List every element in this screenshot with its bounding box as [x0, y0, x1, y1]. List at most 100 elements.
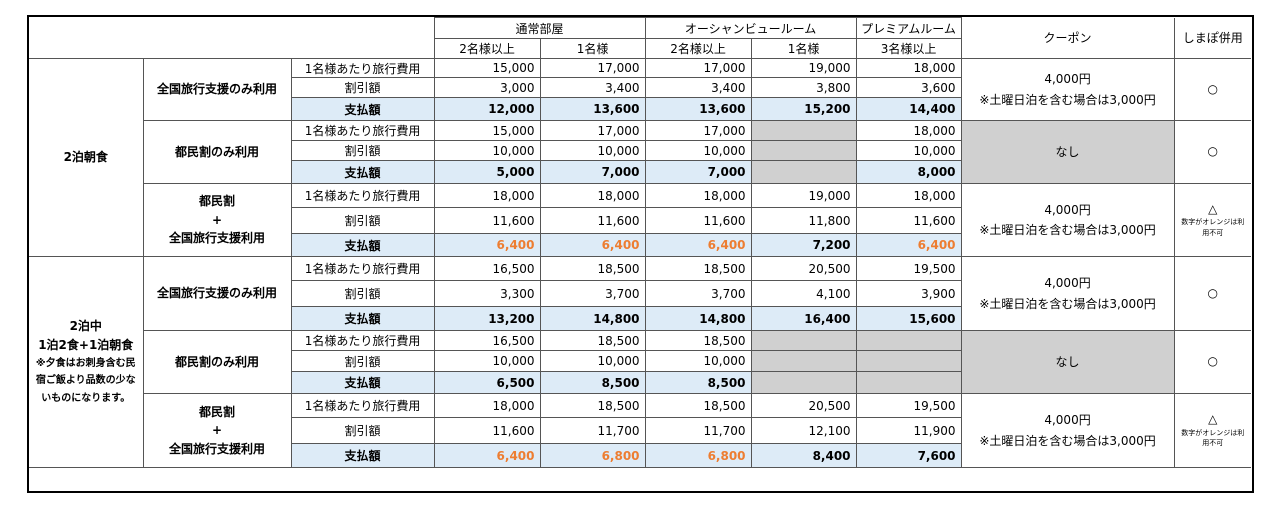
plan-name-line: 全国旅行支援のみ利用 [156, 82, 277, 97]
discount-value: 3,400 [539, 77, 646, 98]
pay-value: 7,000 [644, 160, 752, 184]
discount-row-label: 割引額 [290, 350, 435, 372]
cost-value: 18,000 [855, 120, 962, 141]
discount-value [855, 350, 962, 372]
cost-value: 17,000 [644, 58, 752, 78]
cost-value: 19,000 [750, 58, 857, 78]
pay-row-label: 支払額 [290, 160, 435, 184]
plan-name: 都民割のみ利用 [142, 120, 292, 184]
cost-value: 17,000 [644, 120, 752, 141]
coupon-cell: 4,000円 ※土曜日泊を含む場合は3,000円 [960, 183, 1175, 257]
shimapo-cell: △ 数字がオレンジは利用不可 [1173, 393, 1252, 468]
plan-name: 都民割 + 全国旅行支援利用 [142, 183, 292, 257]
pay-value: 13,600 [644, 97, 752, 121]
cost-row-label: 1名様あたり旅行費用 [290, 120, 435, 141]
pay-value: 6,800 [644, 443, 752, 468]
plan-name: 都民割 + 全国旅行支援利用 [142, 393, 292, 468]
stay-note: ※夕食はお刺身含む民宿ご飯より品数の少ないものになります。 [35, 357, 136, 404]
shimapo-note: 数字がオレンジは利用不可 [1181, 218, 1245, 237]
discount-value: 4,100 [750, 280, 857, 307]
pay-row-label: 支払額 [290, 97, 435, 121]
discount-value: 3,300 [433, 280, 541, 307]
cost-value: 18,000 [433, 183, 541, 208]
corner-blank [29, 17, 435, 59]
cost-row-label: 1名様あたり旅行費用 [290, 256, 435, 281]
plan-name: 全国旅行支援のみ利用 [142, 256, 292, 331]
cost-value [855, 330, 962, 351]
discount-value: 10,000 [433, 350, 541, 372]
coupon-line: 4,000円 [1044, 413, 1091, 428]
discount-value [750, 350, 857, 372]
stay-title: 2泊朝食 [29, 58, 144, 257]
pay-value: 7,000 [539, 160, 646, 184]
cost-value: 18,500 [539, 330, 646, 351]
pay-value: 6,400 [539, 233, 646, 257]
stay-title-line: 2泊中 [69, 318, 102, 333]
plan-name-line: 都民割のみ利用 [174, 144, 259, 159]
coupon-line: ※土曜日泊を含む場合は3,000円 [979, 223, 1156, 237]
pay-value: 14,800 [644, 306, 752, 331]
pay-value: 8,500 [539, 371, 646, 394]
pay-value [750, 371, 857, 394]
discount-value: 10,000 [539, 350, 646, 372]
pay-value [750, 160, 857, 184]
pay-value: 14,400 [855, 97, 962, 121]
discount-row-label: 割引額 [290, 77, 435, 98]
shimapo-note: 数字がオレンジは利用不可 [1181, 428, 1245, 448]
coupon-line: なし [1055, 144, 1080, 159]
room-type-ocean-view: オーシャンビュールーム [644, 17, 857, 39]
pay-value: 15,600 [855, 306, 962, 331]
discount-row-label: 割引額 [290, 280, 435, 307]
plan-name-line: 都民割 [198, 194, 235, 209]
pay-value: 8,500 [644, 371, 752, 394]
shimapo-mark: △ [1208, 201, 1218, 216]
pay-value: 6,800 [539, 443, 646, 468]
pay-row-label: 支払額 [290, 371, 435, 394]
occupancy-header: 2名様以上 [433, 38, 541, 59]
cost-value: 18,000 [539, 183, 646, 208]
cost-value: 18,500 [644, 330, 752, 351]
coupon-line: ※土曜日泊を含む場合は3,000円 [979, 92, 1156, 107]
plan-name-line: 全国旅行支援のみ利用 [156, 286, 277, 301]
cost-value: 18,500 [539, 393, 646, 418]
cost-value: 16,500 [433, 330, 541, 351]
shimapo-cell: ○ [1173, 330, 1252, 394]
coupon-cell: なし [960, 120, 1175, 184]
cost-value: 19,500 [855, 393, 962, 418]
discount-value: 3,400 [644, 77, 752, 98]
pay-value: 15,200 [750, 97, 857, 121]
pay-value: 6,400 [433, 233, 541, 257]
cost-value: 18,500 [644, 256, 752, 281]
discount-value: 10,000 [855, 140, 962, 161]
shimapo-mark: △ [1208, 412, 1218, 427]
cost-value: 18,000 [855, 58, 962, 78]
occupancy-header: 1名様 [750, 38, 857, 59]
occupancy-header: 1名様 [539, 38, 646, 59]
pricing-table: 通常部屋 オーシャンビュールーム プレミアムルーム クーポン しまぽ併用 2名様… [27, 15, 1254, 493]
plan-name-line: 全国旅行支援利用 [168, 231, 265, 246]
pay-value: 7,200 [750, 233, 857, 257]
stay-title: 2泊中 1泊2食+1泊朝食 ※夕食はお刺身含む民宿ご飯より品数の少ないものになります… [29, 256, 144, 468]
discount-value: 12,100 [750, 417, 857, 444]
pay-value: 8,400 [750, 443, 857, 468]
plan-name-line: 都民割 [198, 404, 235, 419]
cost-row-label: 1名様あたり旅行費用 [290, 183, 435, 208]
cost-value: 19,000 [750, 183, 857, 208]
coupon-cell: 4,000円 ※土曜日泊を含む場合は3,000円 [960, 58, 1175, 121]
coupon-line: 4,000円 [1044, 72, 1091, 87]
discount-value: 3,900 [855, 280, 962, 307]
discount-value [750, 140, 857, 161]
discount-value: 11,600 [644, 207, 752, 234]
discount-value: 11,900 [855, 417, 962, 444]
pay-value: 6,400 [855, 233, 962, 257]
discount-value: 10,000 [644, 140, 752, 161]
discount-value: 10,000 [433, 140, 541, 161]
discount-row-label: 割引額 [290, 207, 435, 234]
cost-value [750, 120, 857, 141]
coupon-cell: 4,000円 ※土曜日泊を含む場合は3,000円 [960, 256, 1175, 331]
cost-value: 18,000 [644, 183, 752, 208]
cost-value: 17,000 [539, 58, 646, 78]
cost-value: 16,500 [433, 256, 541, 281]
discount-value: 11,600 [433, 207, 541, 234]
shimapo-mark: ○ [1207, 144, 1219, 159]
